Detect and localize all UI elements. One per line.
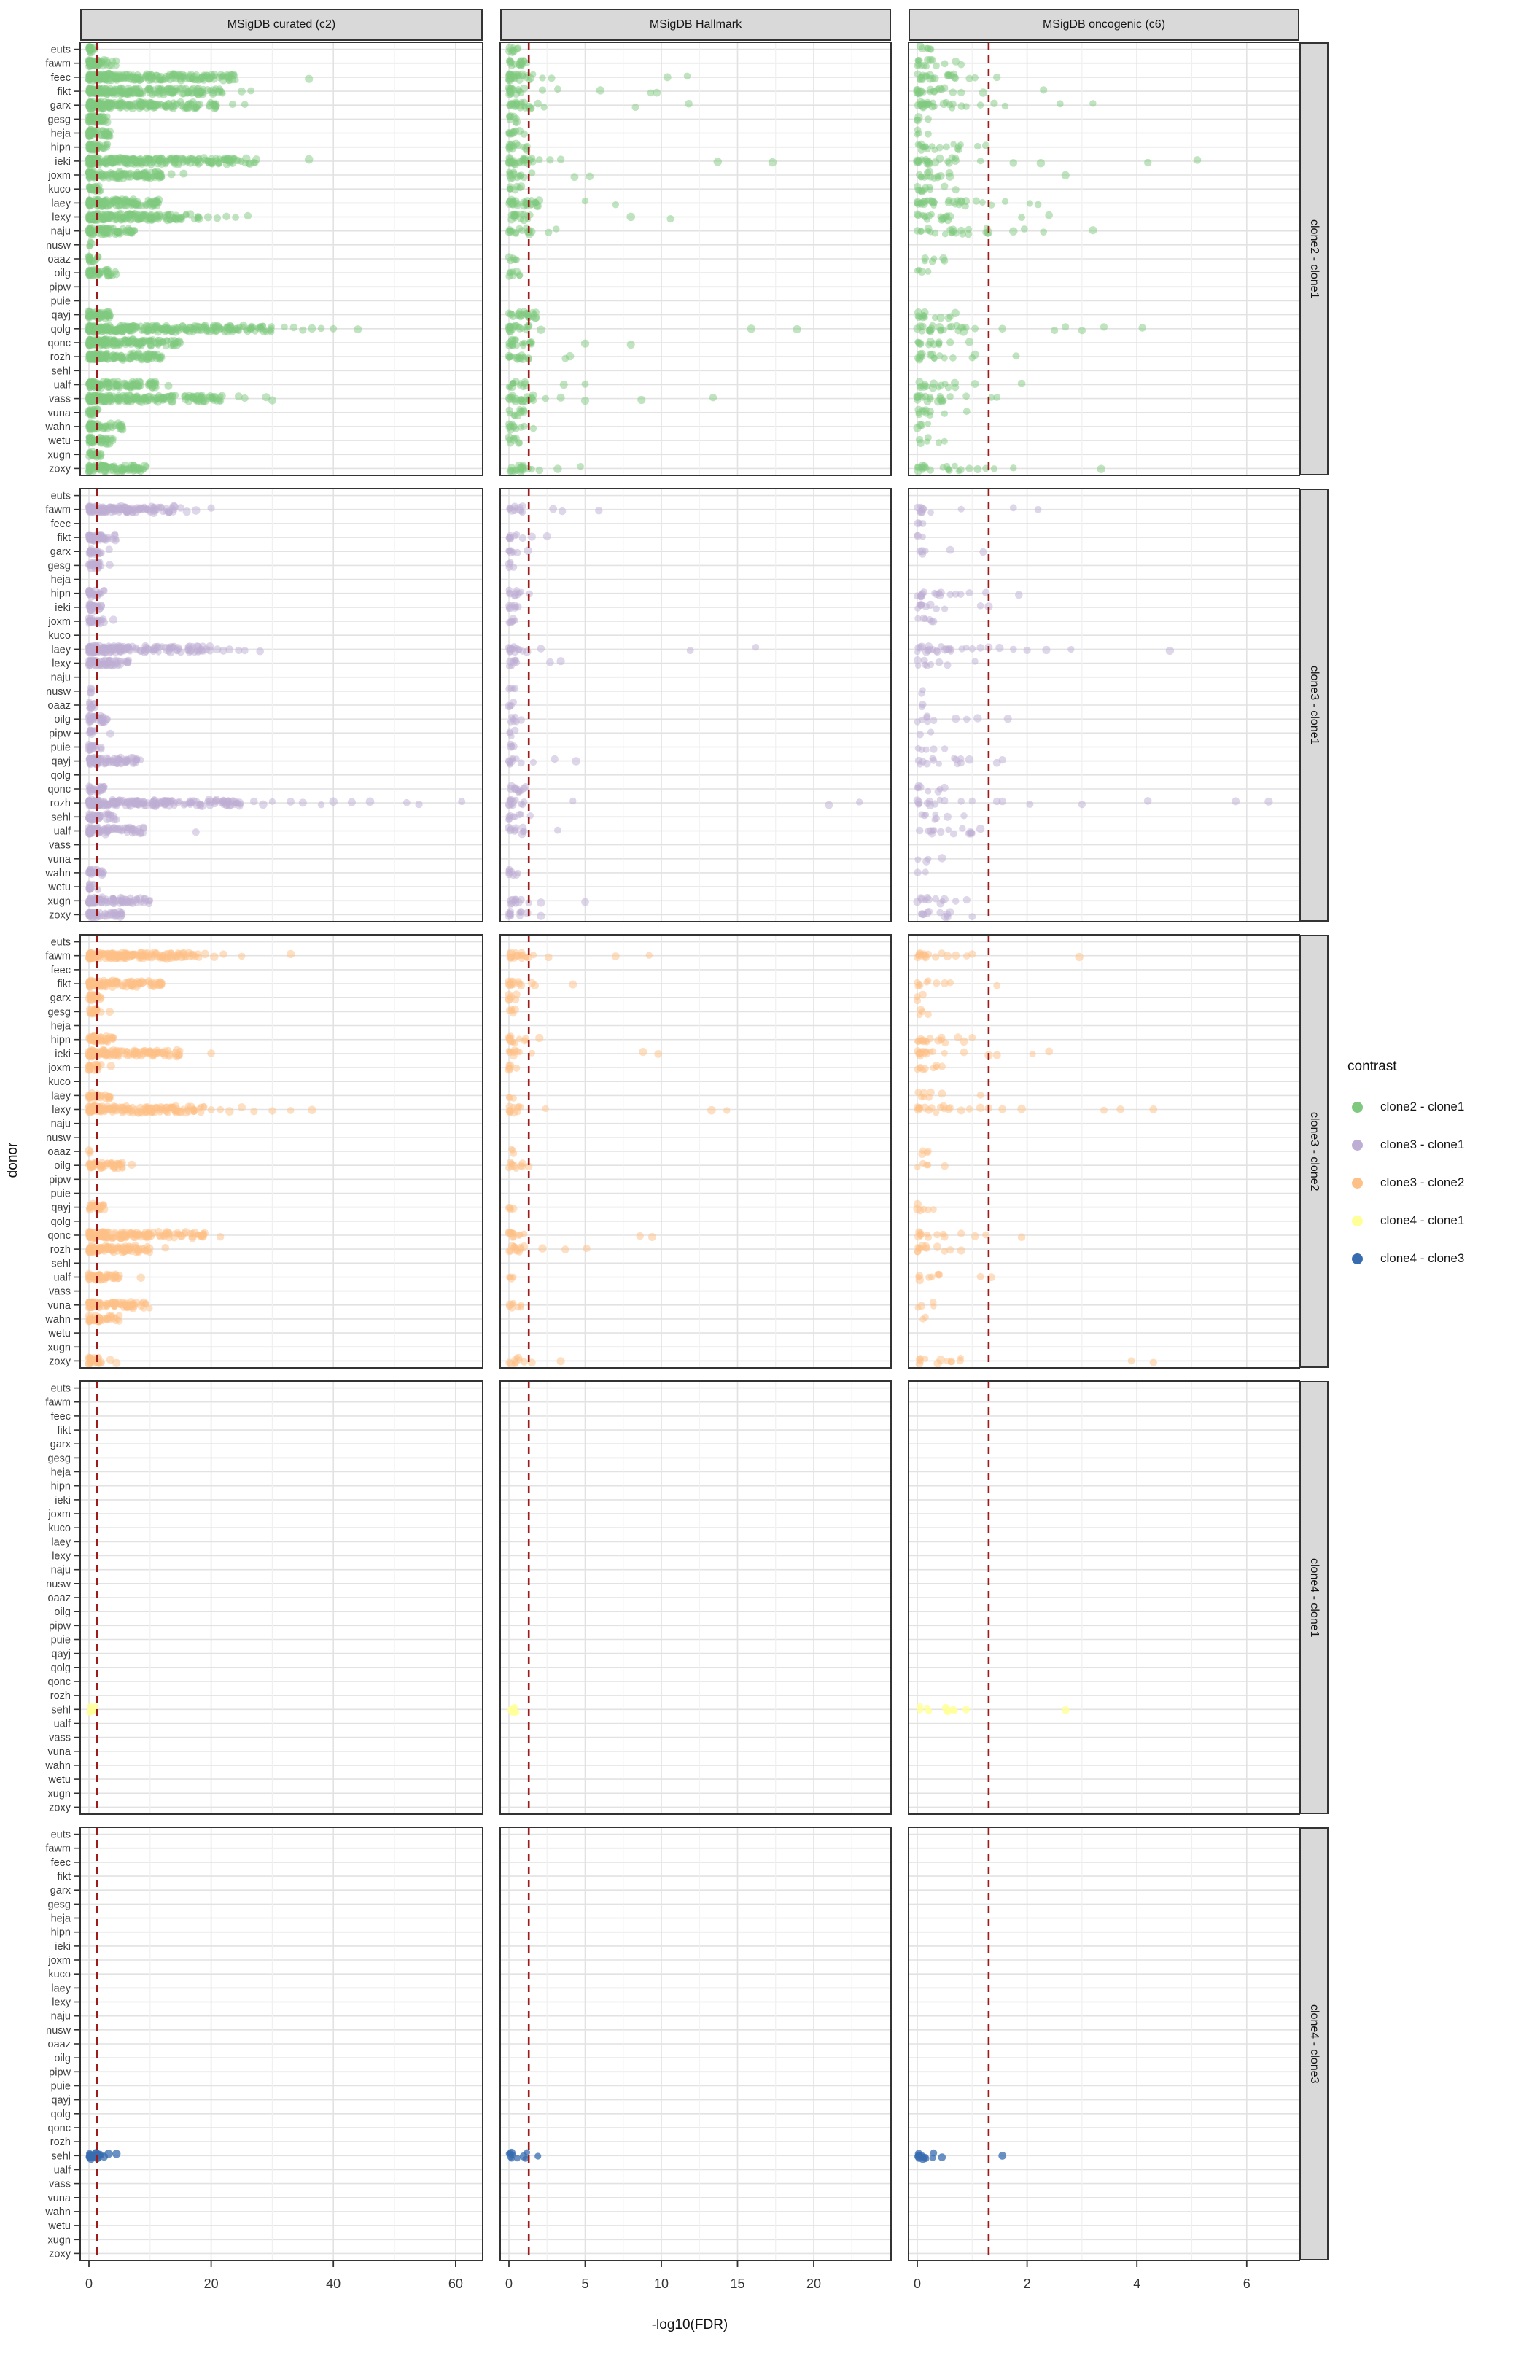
legend-swatch-icon [1352, 1215, 1363, 1226]
data-points-r0-c0 [85, 43, 362, 476]
svg-text:oilg: oilg [54, 268, 71, 279]
svg-text:fikt: fikt [57, 86, 71, 98]
svg-text:ieki: ieki [55, 156, 71, 168]
svg-text:naju: naju [51, 226, 71, 238]
y-axis-title: donor [5, 1142, 20, 1178]
facet-row-header-clone2-clone1: clone2 - clone1 [1299, 42, 1329, 475]
svg-text:gesg: gesg [48, 114, 71, 125]
facet-column-header-c6: MSigDB oncogenic (c6) [909, 9, 1299, 41]
svg-text:joxm: joxm [47, 170, 71, 182]
panel-r4-c0 [79, 1827, 483, 2261]
legend-item-0: clone2 - clone1 [1346, 1088, 1536, 1126]
svg-text:heja: heja [51, 128, 71, 140]
svg-text:zoxy: zoxy [49, 463, 71, 475]
x-axis-title: -log10(FDR) [651, 2317, 728, 2333]
panel-r2-c0 [79, 934, 483, 1369]
x-axis-ticks-c0: 0 20 40 60 [85, 2260, 463, 2291]
legend-item-1: clone3 - clone1 [1346, 1126, 1536, 1164]
panel-r1-c0 [79, 488, 483, 922]
svg-text:qonc: qonc [48, 338, 71, 349]
legend-title: contrast [1348, 1059, 1397, 1074]
legend-item-4: clone4 - clone3 [1346, 1240, 1536, 1278]
svg-text:qolg: qolg [51, 324, 71, 335]
legend-item-2: clone3 - clone2 [1346, 1164, 1536, 1202]
svg-text:pipw: pipw [49, 281, 71, 293]
legend-item-3: clone4 - clone1 [1346, 1202, 1536, 1240]
panel-r4-c2 [908, 1827, 1300, 2261]
data-points-r1-c2 [913, 503, 1273, 921]
data-points-r4-c0 [85, 2149, 121, 2163]
svg-text:sehl: sehl [51, 365, 71, 377]
legend-item-label: clone3 - clone2 [1380, 1175, 1465, 1189]
data-points-r0-c2 [913, 42, 1202, 475]
svg-text:fawm: fawm [45, 58, 71, 70]
y-axis-labels-r2: eutsfawmfeecfiktgarxgesghejahipniekijoxm… [44, 937, 80, 1367]
data-points-r4-c1 [505, 2148, 542, 2162]
data-points-r2-c2 [913, 949, 1158, 1368]
panel-r1-c1 [499, 488, 892, 922]
svg-text:hipn: hipn [51, 142, 71, 154]
svg-text:wetu: wetu [47, 435, 71, 447]
facet-row-header-clone4-clone3: clone4 - clone3 [1299, 1827, 1329, 2260]
facet-column-header-hallmark: MSigDB Hallmark [500, 9, 891, 41]
data-points-r1-c0 [85, 502, 466, 922]
svg-text:feec: feec [51, 72, 71, 84]
legend-swatch-icon [1352, 1139, 1363, 1151]
facet-row-header-clone3-clone2: clone3 - clone2 [1299, 935, 1329, 1368]
facet-row-header-clone3-clone1: clone3 - clone1 [1299, 489, 1329, 922]
data-points-r3-c2 [917, 1703, 1070, 1716]
svg-text:wahn: wahn [44, 421, 71, 433]
svg-text:oaaz: oaaz [48, 254, 71, 265]
svg-text:euts: euts [51, 44, 71, 56]
svg-text:vuna: vuna [48, 408, 71, 419]
legend-swatch-icon [1352, 1101, 1363, 1113]
svg-text:rozh: rozh [50, 351, 71, 363]
svg-text:ualf: ualf [54, 380, 71, 392]
panel-r0-c1 [499, 42, 892, 476]
panel-r2-c1 [499, 934, 892, 1369]
legend-item-label: clone3 - clone1 [1380, 1138, 1465, 1151]
legend-item-label: clone4 - clone3 [1380, 1251, 1465, 1265]
legend: contrast clone2 - clone1 clone3 - clone1 c… [1346, 1059, 1536, 1278]
svg-text:garx: garx [50, 100, 71, 112]
panel-r0-c2 [908, 42, 1300, 476]
panel-r3-c0 [79, 1380, 483, 1815]
data-points-r2-c1 [505, 949, 731, 1369]
panel-r0-c0 [79, 42, 483, 476]
y-axis-labels-r3: eutsfawmfeecfiktgarxgesghejahipniekijoxm… [44, 1383, 80, 1813]
facet-column-header-c2: MSigDB curated (c2) [80, 9, 483, 41]
y-axis-labels-r1: eutsfawmfeecfiktgarxgesghejahipniekijoxm… [44, 491, 80, 921]
y-axis-labels-r0: euts fawm feec fikt garx gesg heja hipn ieki joxm… [44, 44, 80, 475]
svg-text:qayj: qayj [51, 310, 71, 322]
svg-text:laey: laey [51, 198, 71, 209]
svg-text:xugn: xugn [48, 449, 71, 461]
legend-item-label: clone4 - clone1 [1380, 1213, 1465, 1227]
svg-text:kuco: kuco [48, 184, 71, 195]
panel-r2-c2 [908, 934, 1300, 1369]
legend-swatch-icon [1352, 1253, 1363, 1264]
legend-item-label: clone2 - clone1 [1380, 1100, 1465, 1113]
panel-r4-c1 [499, 1827, 892, 2261]
panel-r3-c2 [908, 1380, 1300, 1815]
data-points-r4-c2 [914, 2149, 1007, 2163]
svg-text:lexy: lexy [52, 212, 71, 224]
data-points-r0-c1 [505, 43, 801, 476]
panel-r1-c2 [908, 488, 1300, 922]
svg-text:nusw: nusw [46, 240, 71, 252]
legend-items: clone2 - clone1 clone3 - clone1 clone3 - c… [1346, 1088, 1536, 1278]
svg-text:puie: puie [51, 296, 71, 308]
svg-text:vass: vass [49, 394, 71, 405]
y-axis-labels-r4: eutsfawmfeecfiktgarxgesghejahipniekijoxm… [44, 1829, 80, 2260]
data-points-r3-c1 [507, 1703, 520, 1716]
facet-row-header-clone4-clone1: clone4 - clone1 [1299, 1381, 1329, 1814]
data-points-r1-c1 [505, 502, 863, 920]
panel-r3-c1 [499, 1380, 892, 1815]
legend-swatch-icon [1352, 1177, 1363, 1189]
x-axis-ticks-c1: 0 5 10 15 20 [505, 2260, 821, 2291]
